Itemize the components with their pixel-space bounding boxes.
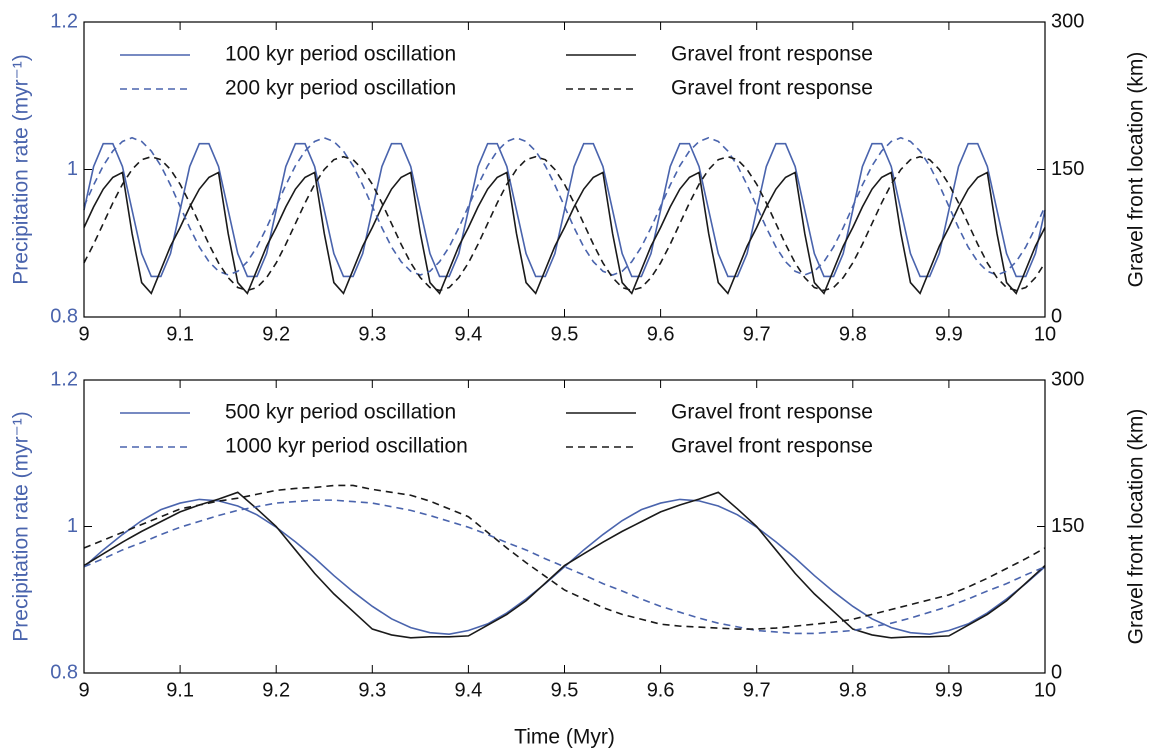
legend-label: Gravel front response bbox=[671, 435, 873, 458]
x-tick-label: 9 bbox=[78, 679, 89, 701]
y-axis-label: Precipitation rate (myr⁻¹) bbox=[10, 411, 33, 641]
series-line bbox=[83, 142, 1046, 278]
y-tick-label: 1 bbox=[67, 515, 78, 537]
x-tick-label: 10 bbox=[1034, 679, 1056, 701]
y2-tick-label: 300 bbox=[1051, 368, 1084, 390]
x-tick-label: 9.4 bbox=[454, 679, 482, 701]
legend-label: 500 kyr period oscillation bbox=[225, 401, 456, 424]
x-tick-label: 9.5 bbox=[551, 679, 579, 701]
legend-label: 100 kyr period oscillation bbox=[225, 43, 456, 66]
x-tick-label: 9.2 bbox=[262, 323, 290, 345]
y-tick-label: 1.2 bbox=[50, 10, 78, 32]
y-tick-label: 0.8 bbox=[50, 305, 78, 327]
x-tick-label: 9.9 bbox=[935, 323, 963, 345]
x-tick-label: 9.5 bbox=[551, 323, 579, 345]
legend-label: Gravel front response bbox=[671, 77, 873, 100]
y-tick-label: 1 bbox=[67, 158, 78, 180]
y2-tick-label: 0 bbox=[1051, 661, 1062, 683]
y-tick-label: 0.8 bbox=[50, 661, 78, 683]
x-tick-label: 9.6 bbox=[647, 323, 675, 345]
y2-tick-label: 300 bbox=[1051, 10, 1084, 32]
x-tick-label: 9.7 bbox=[743, 323, 771, 345]
series-line bbox=[83, 136, 1046, 276]
x-tick-label: 9.6 bbox=[647, 679, 675, 701]
series-line bbox=[83, 491, 1046, 639]
series-line bbox=[83, 484, 1046, 630]
legend-label: 1000 kyr period oscillation bbox=[225, 435, 468, 458]
x-tick-label: 9.7 bbox=[743, 679, 771, 701]
x-tick-label: 9.4 bbox=[454, 323, 482, 345]
series-line bbox=[83, 498, 1046, 635]
plot-frame bbox=[83, 379, 1046, 674]
x-tick-label: 9.2 bbox=[262, 679, 290, 701]
x-tick-label: 10 bbox=[1034, 323, 1056, 345]
series-line bbox=[83, 155, 1046, 292]
legend-label: Gravel front response bbox=[671, 401, 873, 424]
legend-label: 200 kyr period oscillation bbox=[225, 77, 456, 100]
x-tick-label: 9.3 bbox=[358, 679, 386, 701]
x-tick-label: 9 bbox=[78, 323, 89, 345]
x-axis-label: Time (Myr) bbox=[514, 726, 615, 749]
y2-tick-label: 0 bbox=[1051, 305, 1062, 327]
x-tick-label: 9.8 bbox=[839, 679, 867, 701]
legend-label: Gravel front response bbox=[671, 43, 873, 66]
x-tick-label: 9.1 bbox=[166, 323, 194, 345]
x-tick-label: 9.8 bbox=[839, 323, 867, 345]
y-tick-label: 1.2 bbox=[50, 368, 78, 390]
y2-axis-label: Gravel front location (km) bbox=[1125, 409, 1148, 645]
x-tick-label: 9.1 bbox=[166, 679, 194, 701]
series-line bbox=[83, 171, 1046, 295]
series-line bbox=[83, 499, 1046, 635]
y2-tick-label: 150 bbox=[1051, 158, 1084, 180]
y2-axis-label: Gravel front location (km) bbox=[1125, 52, 1148, 288]
y2-tick-label: 150 bbox=[1051, 515, 1084, 537]
x-tick-label: 9.3 bbox=[358, 323, 386, 345]
y-axis-label: Precipitation rate (myr⁻¹) bbox=[10, 54, 33, 284]
x-tick-label: 9.9 bbox=[935, 679, 963, 701]
